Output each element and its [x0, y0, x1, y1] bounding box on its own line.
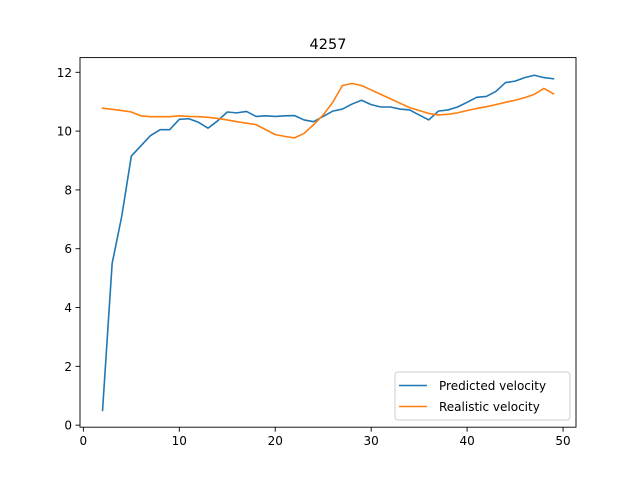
- y-tick-label: 6: [64, 242, 72, 256]
- y-tick-label: 0: [64, 419, 72, 433]
- legend-box: [394, 371, 571, 421]
- series-line-1: [101, 74, 555, 412]
- x-tick-label: 40: [459, 434, 474, 448]
- chart-title: 4257: [310, 37, 347, 53]
- legend-label-1: Predicted velocity: [439, 379, 546, 393]
- y-tick-label: 10: [57, 125, 72, 139]
- plot-frame: [79, 57, 577, 428]
- x-tick-label: 50: [555, 434, 570, 448]
- y-tick-label: 8: [64, 183, 72, 197]
- x-axis: 0 10 20 30 40 50: [80, 427, 571, 448]
- y-axis: 0 2 4 6 8 10 12: [57, 66, 80, 433]
- legend: Predicted velocity Realistic velocity: [394, 371, 571, 421]
- y-tick-label: 12: [57, 66, 72, 80]
- y-tick-label: 2: [64, 360, 72, 374]
- series-line-2: [101, 82, 555, 139]
- x-tick-label: 20: [268, 434, 283, 448]
- y-tick-label: 4: [64, 301, 72, 315]
- x-tick-label: 0: [80, 434, 88, 448]
- series-layer: [101, 74, 555, 412]
- x-tick-label: 10: [172, 434, 187, 448]
- legend-label-2: Realistic velocity: [439, 400, 540, 414]
- x-tick-label: 30: [364, 434, 379, 448]
